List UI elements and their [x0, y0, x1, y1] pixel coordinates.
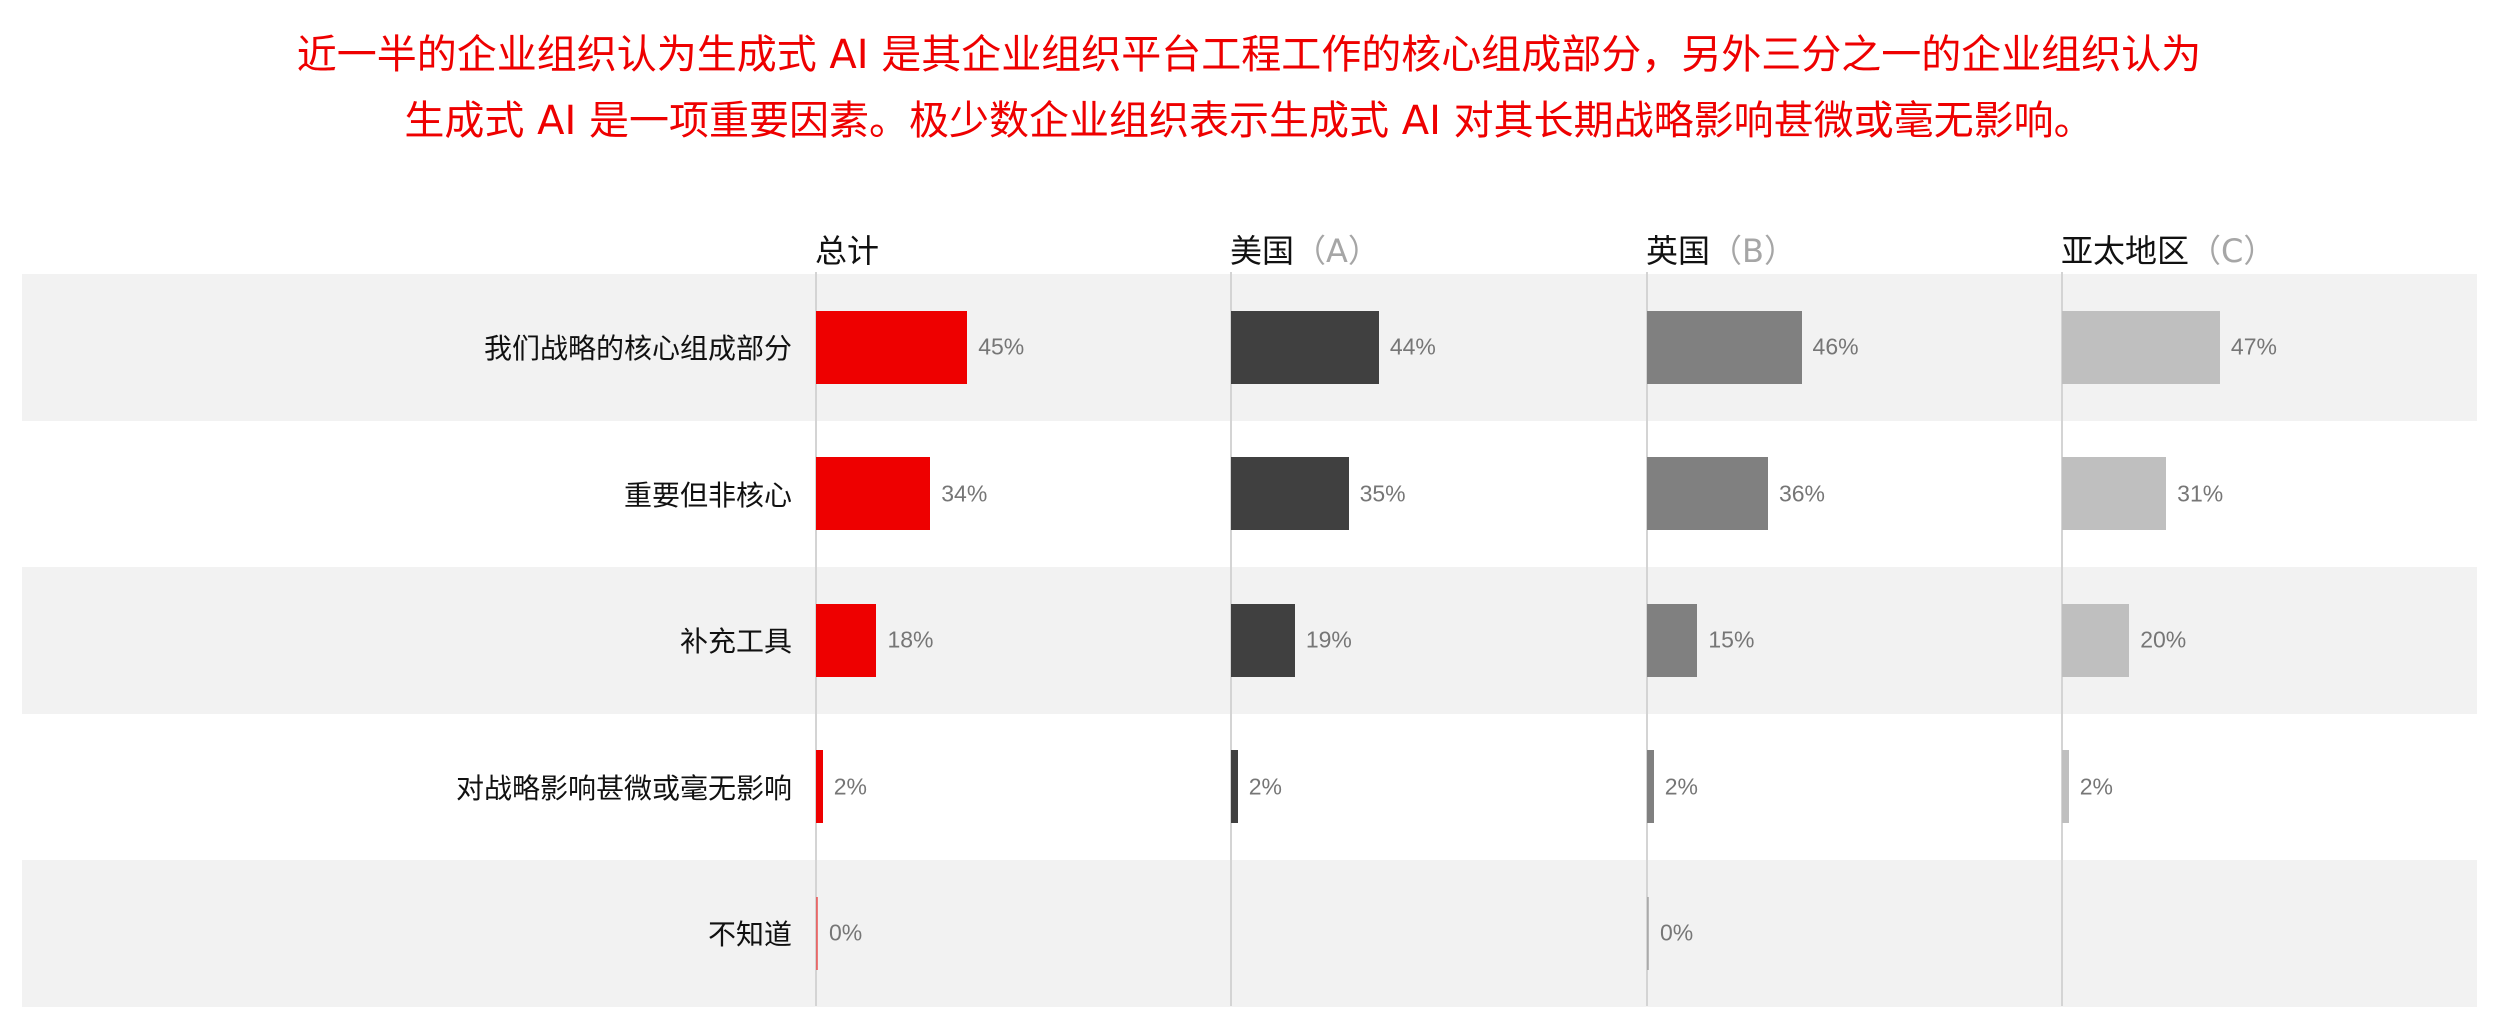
panel-suffix: （B）	[1710, 232, 1796, 270]
chart-title: 近一半的企业组织认为生成式 AI 是其企业组织平台工程工作的核心组成部分，另外三…	[0, 22, 2498, 154]
bar	[2062, 457, 2167, 531]
bar	[1231, 310, 1379, 384]
panel-header: 总计	[815, 226, 879, 272]
panel-suffix: （A）	[1294, 232, 1380, 270]
panel-header: 英国（B）	[1646, 226, 1796, 272]
data-label: 20%	[2140, 626, 2187, 653]
bar	[1231, 603, 1295, 677]
bar	[2062, 603, 2130, 677]
data-label: 0%	[1660, 919, 1694, 946]
data-label: 19%	[1305, 626, 1352, 653]
data-label: 18%	[887, 626, 934, 653]
bar	[1647, 310, 1802, 384]
bar	[2062, 750, 2069, 824]
data-label: 47%	[2230, 333, 2277, 360]
panel-name: 亚太地区	[2061, 232, 2190, 270]
data-label: 0%	[829, 919, 863, 946]
bar	[1647, 603, 1698, 677]
panel-name: 总计	[815, 232, 880, 270]
bar	[2062, 310, 2220, 384]
data-label: 31%	[2177, 480, 2224, 507]
bar	[1231, 457, 1349, 531]
category-label: 补充工具	[679, 625, 792, 659]
bar	[1647, 896, 1649, 970]
data-label: 34%	[941, 480, 988, 507]
data-label: 46%	[1812, 333, 1859, 360]
data-label: 2%	[1664, 773, 1698, 800]
bar	[816, 750, 823, 824]
category-label: 重要但非核心	[623, 478, 792, 512]
data-label: 44%	[1389, 333, 1436, 360]
bar	[1647, 457, 1768, 531]
category-label: 我们战略的核心组成部分	[483, 332, 792, 366]
data-label: 15%	[1708, 626, 1755, 653]
category-label: 不知道	[707, 918, 792, 952]
panel-suffix: （C）	[2189, 232, 2276, 270]
bar	[816, 310, 968, 384]
data-label: 45%	[978, 333, 1025, 360]
panel-header: 美国（A）	[1230, 226, 1380, 272]
category-label: 对战略影响甚微或毫无影响	[455, 771, 792, 805]
bar	[816, 603, 877, 677]
bar	[1231, 750, 1238, 824]
data-label: 2%	[1248, 773, 1282, 800]
data-label: 36%	[1778, 480, 1825, 507]
bar	[816, 896, 818, 970]
title-line-1: 近一半的企业组织认为生成式 AI 是其企业组织平台工程工作的核心组成部分，另外三…	[296, 32, 2202, 78]
data-label: 2%	[833, 773, 867, 800]
data-label: 2%	[2079, 773, 2113, 800]
row-band	[22, 860, 2477, 1007]
bar	[816, 457, 931, 531]
panel-name: 英国	[1646, 232, 1711, 270]
bar	[1647, 750, 1654, 824]
title-line-2: 生成式 AI 是一项重要因素。极少数企业组织表示生成式 AI 对其长期战略影响甚…	[404, 98, 2094, 144]
panel-name: 美国	[1230, 232, 1295, 270]
panel-header: 亚太地区（C）	[2061, 226, 2275, 272]
data-label: 35%	[1359, 480, 1406, 507]
